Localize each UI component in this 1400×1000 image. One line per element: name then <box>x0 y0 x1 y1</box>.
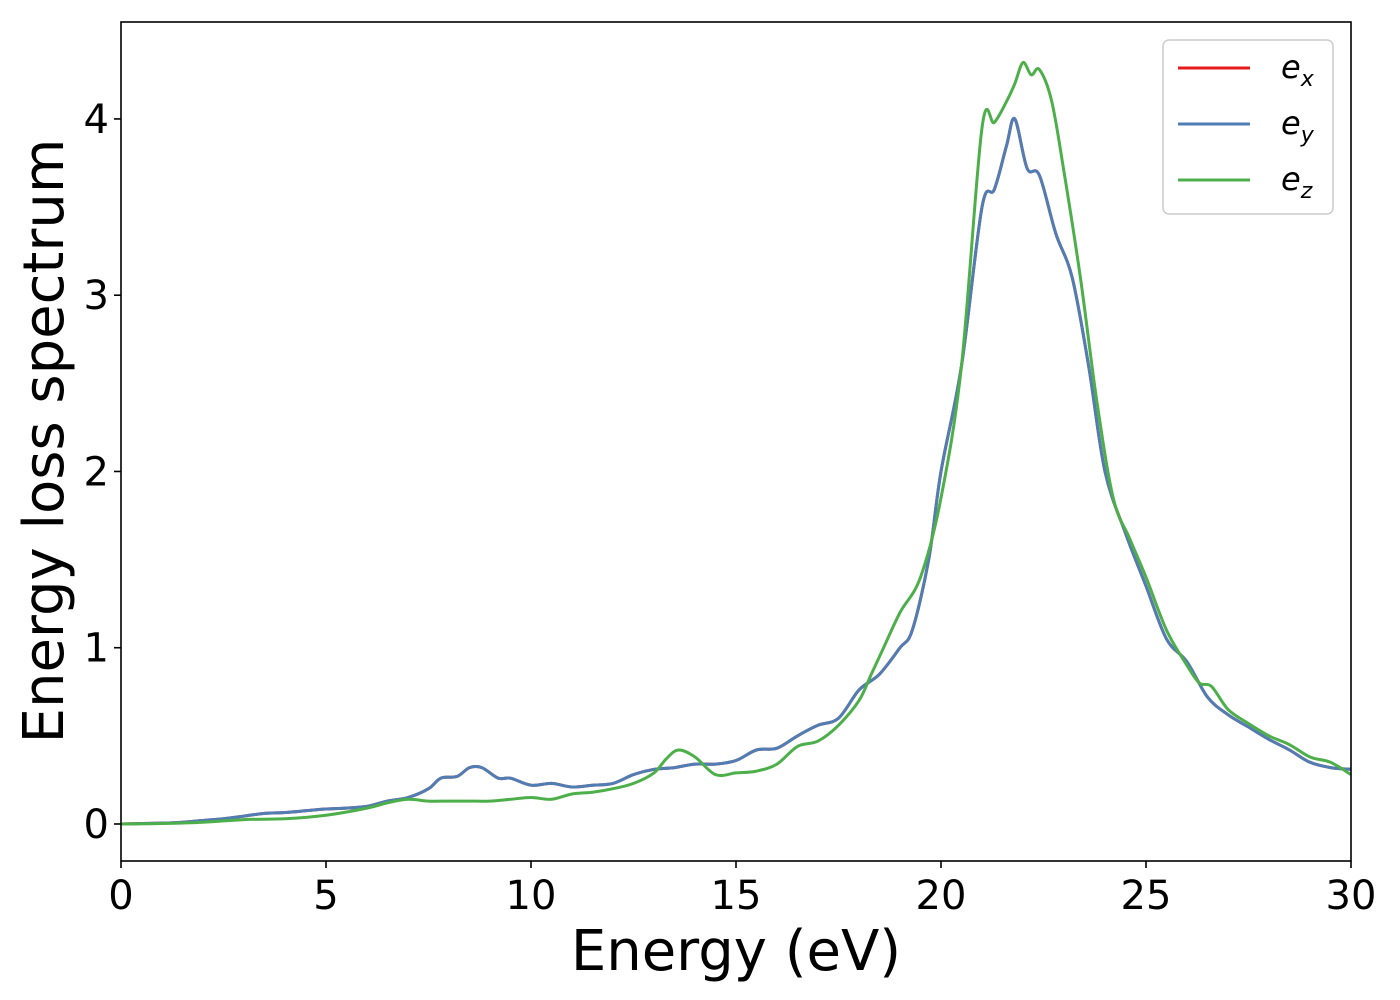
x-tick-label: 20 <box>916 873 967 919</box>
legend-label-e-y: ey <box>1281 104 1315 148</box>
y-tick-label: 0 <box>84 802 109 848</box>
legend: ex ey ez <box>1162 39 1334 215</box>
x-axis: 0 5 10 15 20 25 30 <box>108 861 1376 919</box>
series-lines <box>120 61 1352 826</box>
y-tick-label: 2 <box>84 449 109 495</box>
x-tick-label: 5 <box>313 873 338 919</box>
y-axis: 0 1 2 3 4 <box>84 97 121 848</box>
series-line-e-x <box>120 116 1352 826</box>
legend-label-e-x: ex <box>1281 48 1315 92</box>
y-tick-label: 4 <box>84 97 109 143</box>
x-tick-label: 30 <box>1326 873 1377 919</box>
x-tick-label: 15 <box>711 873 762 919</box>
y-axis-title: Energy loss spectrum <box>12 139 77 744</box>
legend-label-e-z: ez <box>1281 160 1313 204</box>
x-tick-label: 0 <box>108 873 133 919</box>
series-line-e-y <box>120 116 1352 826</box>
series-line-e-z <box>120 61 1352 826</box>
x-axis-title: Energy (eV) <box>571 919 901 984</box>
legend-box <box>1162 39 1334 215</box>
y-tick-label: 1 <box>84 626 109 672</box>
x-tick-label: 25 <box>1121 873 1172 919</box>
x-tick-label: 10 <box>506 873 557 919</box>
y-tick-label: 3 <box>84 273 109 319</box>
